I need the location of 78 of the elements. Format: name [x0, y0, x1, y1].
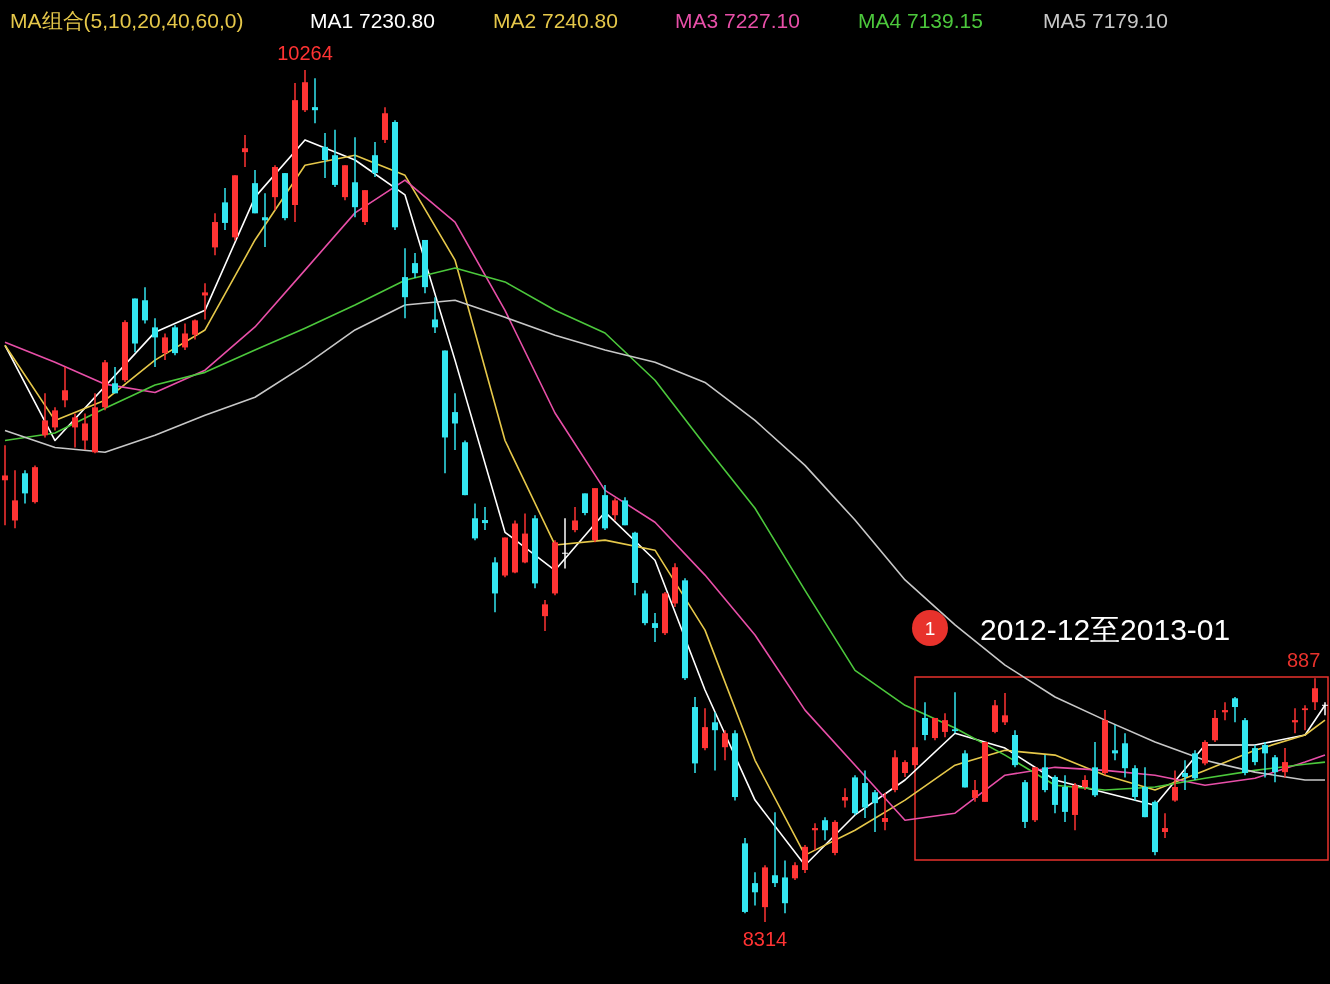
candlestick — [482, 506, 488, 531]
candlestick — [542, 599, 548, 632]
text: MA1 7230.80 — [310, 9, 435, 32]
candlestick — [52, 406, 58, 432]
candlestick — [612, 497, 618, 522]
text: MA4 7139.15 — [858, 9, 983, 32]
candlestick — [322, 132, 328, 179]
candlestick — [1312, 677, 1318, 711]
candlestick — [1222, 701, 1228, 721]
candlestick — [222, 187, 228, 231]
candlestick — [72, 412, 78, 449]
candlestick — [242, 134, 248, 168]
annotation: 10264 — [277, 42, 333, 64]
candlestick — [2, 444, 8, 527]
candlestick — [1212, 709, 1218, 743]
candlestick — [752, 871, 758, 907]
candlestick — [142, 286, 148, 325]
candlestick — [192, 318, 198, 341]
candlestick — [842, 787, 848, 809]
candlestick — [822, 816, 828, 842]
annotation: 2012-12至2013-01 — [980, 613, 1231, 646]
text: MA3 7227.10 — [675, 9, 800, 32]
candlestick — [402, 247, 408, 319]
candlestick — [1252, 744, 1258, 766]
candlestick — [712, 711, 718, 772]
candlestick — [652, 612, 658, 643]
candlestick — [1302, 704, 1308, 731]
candlestick — [872, 789, 878, 833]
text: MA5 7179.10 — [1043, 9, 1168, 32]
candlestick — [22, 469, 28, 505]
candlestick — [312, 77, 318, 125]
annotation: 8314 — [742, 928, 788, 950]
candlestick — [12, 469, 18, 530]
candlestick — [572, 506, 578, 534]
candlestick — [722, 729, 728, 762]
candlestick — [942, 712, 948, 738]
candlestick — [802, 844, 808, 874]
candlestick — [1292, 707, 1298, 734]
candlestick — [1112, 724, 1118, 762]
candlestick — [912, 746, 918, 769]
candlestick — [1162, 812, 1168, 839]
candlestick — [1232, 696, 1238, 724]
candlestick — [472, 502, 478, 541]
candlestick — [972, 779, 978, 803]
candlestick — [162, 332, 168, 361]
legend-title: MA组合(5,10,20,40,60,0) — [10, 9, 244, 32]
number-badge: 1 — [912, 610, 948, 646]
candlestick — [922, 701, 928, 741]
candlestick — [1262, 741, 1268, 779]
candlestick — [112, 366, 118, 395]
candlestick — [432, 296, 438, 334]
candlestick — [1272, 754, 1278, 783]
text: MA2 7240.80 — [493, 9, 618, 32]
annotation: 887 — [1287, 649, 1321, 671]
candlestick — [152, 317, 158, 368]
candlestick — [1202, 739, 1208, 766]
candlestick — [1282, 747, 1288, 779]
candlestick — [82, 412, 88, 451]
candlestick — [372, 141, 378, 178]
candlestick — [452, 392, 458, 451]
candlestick — [1002, 692, 1008, 726]
candlestick — [812, 822, 818, 852]
candlestick — [1042, 754, 1048, 793]
candlestick — [1182, 759, 1188, 791]
candlestick — [952, 691, 958, 734]
candlestick — [262, 192, 268, 248]
candlestick — [882, 792, 888, 831]
candlestick — [412, 252, 418, 279]
candlestick — [62, 366, 68, 409]
candlestick — [772, 811, 778, 888]
candlestick — [702, 707, 708, 752]
candlestick — [182, 322, 188, 351]
candlestick — [562, 517, 568, 570]
candlestick — [42, 392, 48, 439]
candlestick — [202, 282, 208, 321]
annotation: 1 — [924, 618, 936, 639]
candlestick — [582, 492, 588, 516]
candlestick — [1172, 769, 1178, 803]
